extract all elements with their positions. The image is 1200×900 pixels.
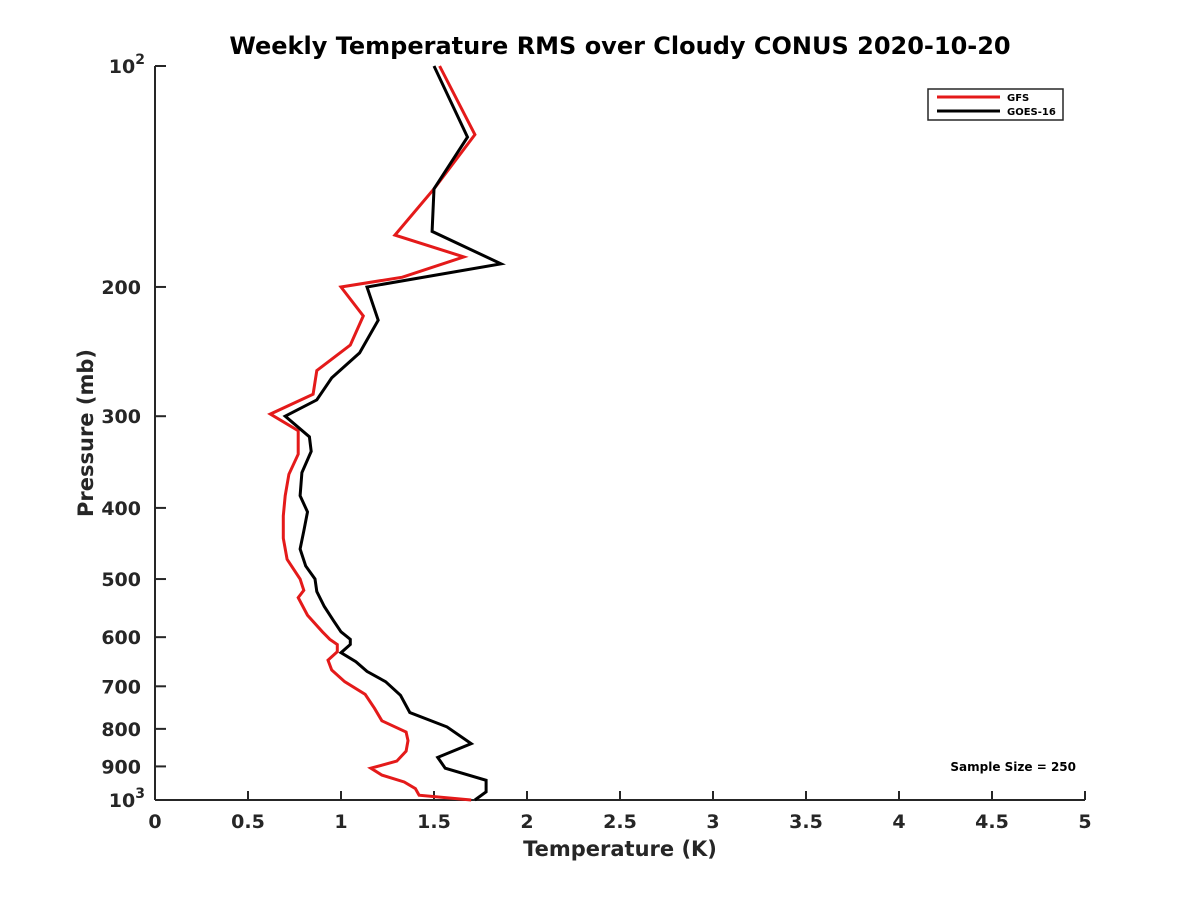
y-tick-label-exponent: 3 — [135, 786, 145, 802]
x-axis-label: Temperature (K) — [523, 837, 717, 861]
x-ticks: 0 0.5 1 1.5 2 2.5 3 3.5 4 4.5 5 — [148, 791, 1092, 833]
x-tick-label: 4.5 — [975, 811, 1009, 833]
x-tick-label: 3 — [706, 811, 719, 833]
x-tick-label: 2.5 — [603, 811, 637, 833]
x-tick-label: 3.5 — [789, 811, 823, 833]
legend-label: GFS — [1007, 93, 1029, 104]
plot-area: 0 0.5 1 1.5 2 2.5 3 3.5 4 4.5 5 102200300400500600… — [101, 52, 1091, 833]
y-axis-label: Pressure (mb) — [74, 349, 98, 517]
chart-title: Weekly Temperature RMS over Cloudy CONUS… — [229, 32, 1010, 60]
y-tick-label: 900 — [101, 756, 141, 778]
sample-size-annotation: Sample Size = 250 — [950, 760, 1076, 774]
x-tick-label: 2 — [520, 811, 533, 833]
y-tick-label: 800 — [101, 719, 141, 741]
legend: GFS GOES-16 — [927, 88, 1064, 121]
legend-label: GOES-16 — [1007, 107, 1056, 118]
y-tick-label-exponent: 2 — [135, 52, 145, 68]
legend-items: GFS GOES-16 — [937, 93, 1056, 118]
y-tick-label: 500 — [101, 569, 141, 591]
legend-box — [927, 88, 1064, 121]
y-tick-label: 300 — [101, 406, 141, 428]
y-tick-label: 400 — [101, 498, 141, 520]
x-tick-label: 0 — [148, 811, 161, 833]
y-tick-label: 600 — [101, 627, 141, 649]
y-tick-label-base: 10 — [109, 790, 135, 812]
y-tick-label: 700 — [101, 676, 141, 698]
y-tick-label: 102 — [109, 52, 145, 78]
x-tick-label: 0.5 — [231, 811, 265, 833]
y-tick-label: 103 — [109, 786, 145, 812]
series-lines — [267, 65, 506, 802]
x-tick-label: 1.5 — [417, 811, 451, 833]
series-line-gfs — [267, 65, 477, 802]
x-tick-label: 5 — [1078, 811, 1091, 833]
x-tick-label: 4 — [892, 811, 905, 833]
series-line-goes-16 — [282, 65, 506, 802]
x-tick-label: 1 — [334, 811, 347, 833]
y-tick-label-base: 10 — [109, 56, 135, 78]
y-tick-label: 200 — [101, 277, 141, 299]
